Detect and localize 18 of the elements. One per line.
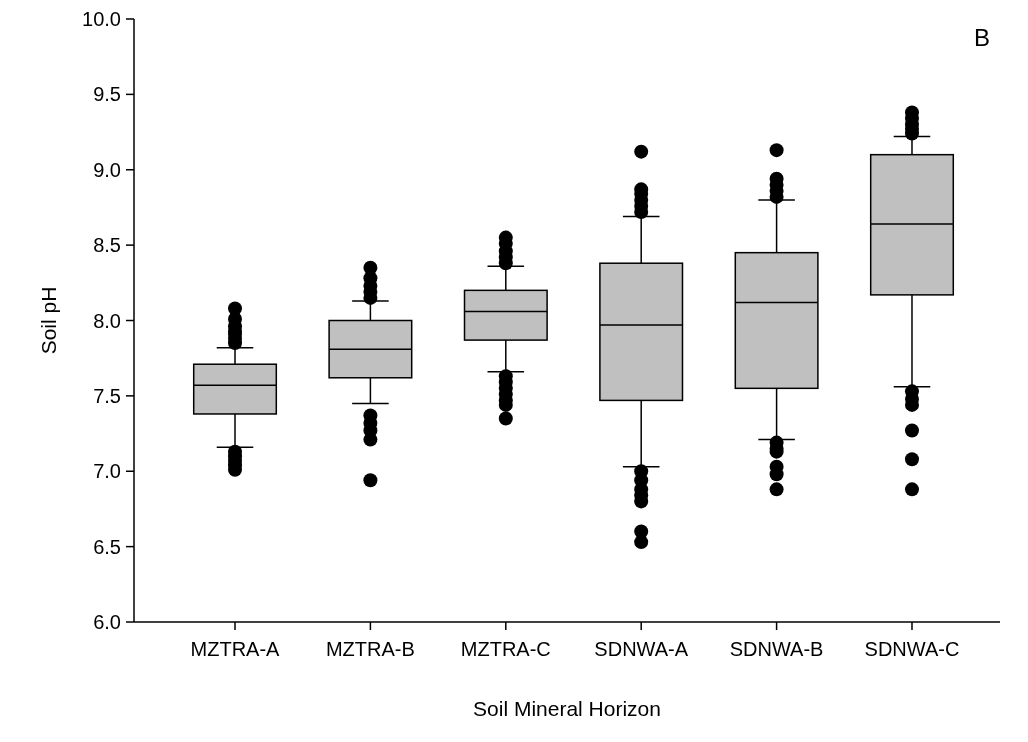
y-tick-label: 10.0 — [82, 8, 121, 30]
y-axis-title: Soil pH — [37, 286, 60, 355]
x-tick-label: SDNWA-B — [729, 638, 824, 660]
y-tick-label: 8.5 — [93, 234, 121, 257]
x-tick-label: MZTRA-A — [190, 638, 281, 660]
x-tick-label: SDNWA-C — [864, 638, 960, 660]
x-tick-label: SDNWA-A — [594, 638, 689, 660]
y-tick-label: 6.5 — [93, 535, 121, 558]
y-tick-label: 9.5 — [93, 83, 121, 106]
y-tick-label: 7.5 — [93, 384, 121, 407]
x-tick-label: MZTRA-B — [325, 638, 415, 660]
y-tick-label: 8.0 — [93, 309, 121, 332]
annotation: B — [973, 24, 990, 51]
x-tick-label: MZTRA-C — [460, 638, 551, 660]
x-axis-title: Soil Mineral Horizon — [473, 697, 661, 720]
y-tick-label: 6.0 — [93, 611, 121, 633]
y-tick-label: 7.0 — [93, 460, 121, 483]
y-tick-label: 9.0 — [93, 158, 121, 181]
